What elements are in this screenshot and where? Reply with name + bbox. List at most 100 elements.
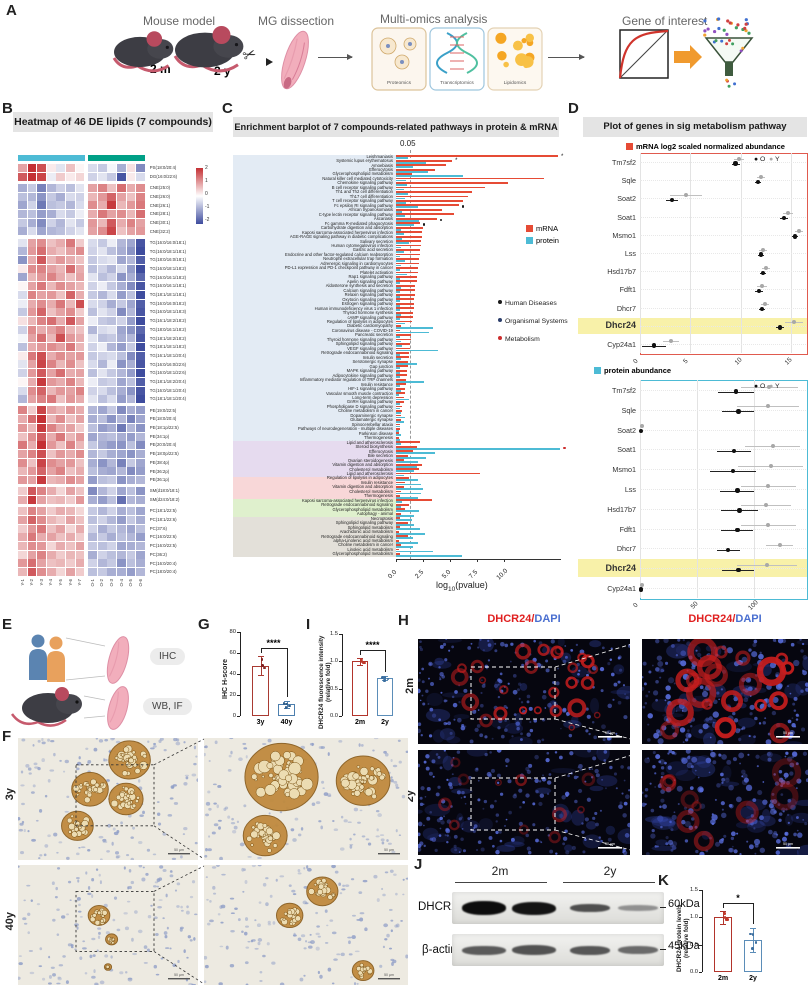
heatmap-colorbar-tick: 0 [205,191,208,197]
c-mrna-bar [396,387,405,390]
heatmap-cell [27,423,37,432]
d-protein-gene-label: Msmo1 [612,465,636,475]
heatmap-cell [88,210,98,218]
c-protein-bar [396,425,401,428]
pI-err-captop [357,658,363,660]
heatmap-cell [126,515,136,524]
d-protein-gene-label: Tm7sf2 [612,385,636,395]
heatmap-cell [88,441,98,450]
d-mrna-o-dot [777,325,783,330]
c-mrna-bar [396,539,400,542]
heatmap-cell [75,476,85,484]
heatmap-cell [46,568,56,576]
heatmap-cell [37,467,47,476]
d-mrna-y-dot [684,193,689,198]
heatmap-cell [136,256,146,264]
heatmap-cell [46,201,56,210]
heatmap-cell [107,282,117,291]
heatmap-cell [88,432,98,441]
c-pathway-label: Thyroid hormone synthesis [342,310,393,316]
heatmap-cell [66,218,75,227]
heatmap-cell [18,282,27,291]
omics-card-transcriptomics: Transcriptomics [429,27,485,91]
d-mrna-gene-label: Fdft1 [619,285,636,295]
c-protein-bar [396,349,439,352]
pI-yaxis [342,634,343,716]
c-protein-bar [396,505,402,508]
heatmap-cell [126,201,136,210]
heatmap-cell [27,386,37,395]
c-pathway-label: Neutrophil extracellular trap formation [323,256,393,262]
heatmap-cell [97,290,107,299]
d-protein-y-dot [767,384,772,389]
heatmap-colorbar-tick: 1 [205,178,208,184]
heatmap-cell [66,238,75,247]
heatmap-cell [126,541,136,550]
heatmap-cell [56,449,66,458]
c-mrna-bar [396,548,400,551]
heatmap-cell [75,395,85,404]
heatmap-cell [88,183,98,192]
heatmap-row-label: PC(36:2) [149,551,167,557]
c-pathway-label: Coronavirus disease - COVID-19 [331,327,393,333]
c-pathway-label: Phospholipase D signaling pathway [326,403,393,409]
heatmap-cell [46,343,56,351]
c-mrna-bar [396,535,408,538]
d-mrna-grid-h [640,216,806,218]
heatmap-cell [88,515,98,524]
heatmap-cell [56,487,66,496]
heatmap-cell [75,377,85,386]
c-mrna-bar [396,271,418,274]
heatmap-cell [75,432,85,441]
heatmap-cell [117,256,126,264]
heatmap-cell [107,360,117,369]
heatmap-cell [18,290,27,299]
heatmap-cell [136,264,146,273]
heatmap-cell [126,360,136,369]
panel-f-label: F [2,728,12,745]
c-mrna-bar [396,186,485,189]
heatmap-cell [117,334,126,343]
c-mrna-bar [396,468,419,470]
c-mrna-bar [396,338,412,341]
c-protein-bar [396,233,404,236]
c-protein-bar [396,367,401,370]
d-mrna-o-dot [760,270,765,275]
protein-plot-legend: protein abundance [594,366,671,375]
c-pathway-label: Autophagy - animal [356,511,393,517]
pK-err-captop [720,910,726,912]
heatmap-cell [88,299,98,308]
heatmap-cell [75,415,85,424]
heatmap-cell [75,360,85,369]
heatmap-cell [56,238,66,247]
heatmap-cell [107,476,117,484]
heatmap-cell [37,247,47,256]
heatmap-cell [56,369,66,378]
heatmap-cell [97,343,107,351]
heatmap-cell [27,282,37,291]
heatmap-cell [18,524,27,533]
c-protein-bar [396,452,435,455]
d-mrna-o-dot [792,234,798,239]
heatmap-cell [66,524,75,533]
c-protein-bar [396,251,404,253]
flow-arrow-1 [318,54,353,60]
pI-data-dot [360,658,363,662]
heatmap-cell [46,334,56,343]
c-protein-bar [396,438,401,441]
heatmap-cell [97,495,107,504]
c-protein-bar [396,197,405,200]
d-protein-gene-label: Soat1 [617,445,636,455]
pK-yaxis [702,890,703,972]
heatmap-cell [136,164,146,172]
c-mrna-bar [396,383,406,386]
heatmap-cell [46,164,56,172]
svg-text:Lipidomics: Lipidomics [504,80,527,86]
c-protein-bar [396,304,401,307]
c-mrna-bar [396,267,418,269]
heatmap-cell [27,533,37,542]
heatmap-cell [136,325,146,334]
block-arrow-icon [674,45,702,69]
heatmap-cell [46,495,56,504]
heatmap-cell [46,524,56,533]
